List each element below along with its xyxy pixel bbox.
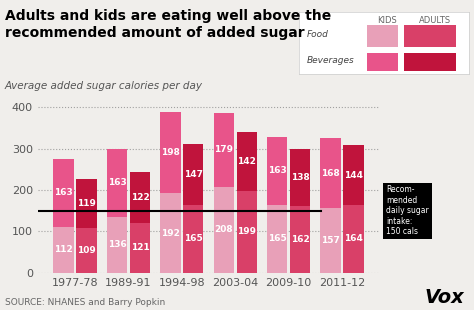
Bar [267,205,287,273]
Text: 162: 162 [291,235,310,244]
Bar [183,144,203,205]
Bar [76,179,97,228]
Text: 163: 163 [268,166,287,175]
Text: 121: 121 [130,243,149,252]
Bar [214,113,234,187]
Text: Vox: Vox [425,288,465,307]
Text: 122: 122 [130,193,149,202]
Bar [183,205,203,273]
Bar [343,145,364,205]
Bar [214,187,234,273]
Bar [404,25,456,46]
Bar [107,217,127,273]
Bar [404,53,456,71]
Text: 164: 164 [344,234,363,243]
Text: 136: 136 [108,240,127,249]
Bar [54,227,74,273]
Text: 147: 147 [184,170,203,179]
Text: 165: 165 [184,234,203,243]
Text: 157: 157 [321,236,340,245]
Bar [237,132,257,191]
Bar [107,149,127,217]
Text: KIDS: KIDS [377,16,397,24]
Bar [160,193,181,273]
Bar [76,228,97,273]
Text: Beverages: Beverages [307,56,355,65]
Text: 192: 192 [161,228,180,238]
Text: Recom-
mended
daily sugar
intake:
150 cals: Recom- mended daily sugar intake: 150 ca… [386,185,429,236]
Bar [367,25,398,46]
Bar [290,149,310,206]
Text: ADULTS: ADULTS [419,16,451,24]
Text: 109: 109 [77,246,96,255]
Text: 179: 179 [214,145,233,154]
Bar [267,137,287,205]
Text: 198: 198 [161,148,180,157]
Bar [320,139,341,208]
Bar [290,206,310,273]
Bar [160,112,181,193]
Bar [130,172,150,223]
Bar [237,191,257,273]
Text: 142: 142 [237,157,256,166]
Text: Food: Food [307,29,329,39]
Bar [367,53,398,71]
Text: 144: 144 [344,171,363,180]
Bar [54,159,74,227]
Text: Average added sugar calories per day: Average added sugar calories per day [5,81,203,91]
Text: 199: 199 [237,227,256,236]
Text: 138: 138 [291,173,310,182]
Text: 208: 208 [214,225,233,234]
Text: 112: 112 [54,245,73,254]
Text: 119: 119 [77,199,96,208]
Text: SOURCE: NHANES and Barry Popkin: SOURCE: NHANES and Barry Popkin [5,298,165,307]
Text: 163: 163 [54,188,73,197]
Text: 168: 168 [321,169,340,178]
Bar [320,208,341,273]
Bar [343,205,364,273]
Bar [130,223,150,273]
Text: 165: 165 [268,234,287,243]
Text: Adults and kids are eating well above the
recommended amount of added sugar: Adults and kids are eating well above th… [5,9,331,39]
Text: 163: 163 [108,178,127,188]
